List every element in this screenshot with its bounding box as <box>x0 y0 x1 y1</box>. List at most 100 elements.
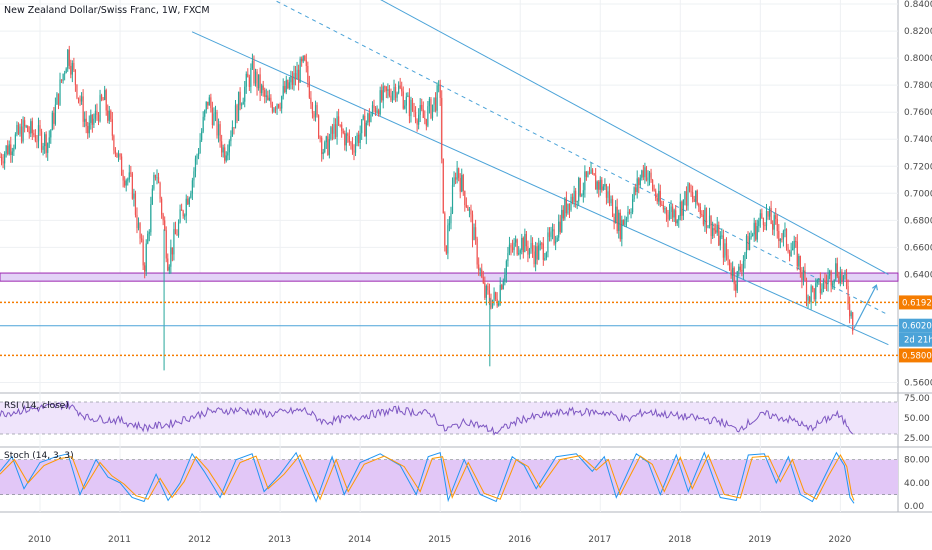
candle-body <box>251 60 254 69</box>
time-axis[interactable]: 2010 2011 2012 2013 2014 2015 2016 2017 2018 2019… <box>28 535 852 545</box>
candle-body <box>116 152 118 158</box>
channel-upper-line[interactable] <box>160 0 889 275</box>
candle-body <box>265 95 267 97</box>
candle-body <box>425 118 427 126</box>
candle-body <box>824 280 826 283</box>
candle-body <box>201 131 203 141</box>
candle-body <box>296 69 298 80</box>
candle-body <box>690 191 692 193</box>
candle-body <box>282 86 284 97</box>
candle-body <box>744 252 746 262</box>
candle-body <box>324 142 326 153</box>
candle-body <box>793 241 795 249</box>
candle-body <box>518 253 520 255</box>
candle-body <box>379 90 381 115</box>
candle-body <box>684 191 686 200</box>
candle-body <box>799 256 801 273</box>
candle-body <box>20 126 23 142</box>
candle-body <box>801 272 803 281</box>
stoch-pane[interactable] <box>0 451 898 504</box>
candle-body <box>333 124 335 134</box>
candle-body <box>413 110 415 113</box>
projection-arrow-head <box>872 284 878 291</box>
candle-body <box>716 224 718 233</box>
candle-body <box>482 277 484 283</box>
candle-body <box>325 136 327 143</box>
candle-body <box>722 235 724 258</box>
candle-body <box>651 179 654 190</box>
candle-body <box>633 187 635 200</box>
candle-body <box>358 134 360 144</box>
candle-body <box>570 196 572 211</box>
candle-body <box>735 284 737 291</box>
rsi-line <box>0 400 854 436</box>
candle-body <box>159 182 161 199</box>
candle-body <box>338 116 340 125</box>
candle-body <box>829 271 831 276</box>
candle-body <box>34 135 37 142</box>
candle-body <box>615 206 617 223</box>
candle-body <box>545 252 547 259</box>
candle-body <box>833 279 835 284</box>
projection-arrow[interactable] <box>853 284 877 329</box>
stoch-d-line <box>0 453 855 501</box>
candle-body <box>504 275 506 282</box>
candle-body <box>214 112 217 114</box>
candle-body <box>381 90 383 101</box>
candle-body <box>559 221 561 232</box>
price-axis[interactable]: 0.84000 0.82000 0.80000 0.78000 0.76000 0.740… <box>899 0 932 512</box>
price-pane[interactable] <box>0 0 899 371</box>
candle-body <box>813 288 815 300</box>
candle-body <box>822 280 825 289</box>
candle-body <box>134 193 137 215</box>
candle-body <box>294 73 297 80</box>
price-tick-label: 0.56000 <box>904 379 932 389</box>
candle-body <box>595 175 597 190</box>
candle-body <box>365 122 367 137</box>
rsi-pane[interactable] <box>0 400 898 436</box>
candle-body <box>37 125 40 142</box>
candle-body <box>62 73 64 81</box>
candle-body <box>656 198 658 202</box>
candle-body <box>688 183 691 192</box>
candle-body <box>93 118 95 125</box>
candle-body <box>567 203 569 214</box>
support-zone[interactable] <box>0 272 899 282</box>
candle-body <box>852 312 854 331</box>
candle-body <box>170 247 172 267</box>
candle-body <box>448 223 451 226</box>
candle-body <box>68 49 70 66</box>
candle-body <box>519 250 521 254</box>
candle-body <box>778 231 780 242</box>
candle-body <box>725 243 728 256</box>
candle-body <box>285 80 287 93</box>
candle-body <box>576 201 578 203</box>
candle-body <box>248 77 250 87</box>
candle-body <box>473 227 475 241</box>
candle-body <box>394 87 397 98</box>
candle-body <box>104 90 106 100</box>
candle-body <box>233 127 235 129</box>
candle-body <box>239 91 241 106</box>
candle-body <box>336 116 338 137</box>
price-tick-label: 0.80000 <box>904 54 932 64</box>
candle-body <box>65 68 67 74</box>
candle-body <box>345 133 347 146</box>
candle-body <box>450 213 452 224</box>
candle-body <box>578 178 580 202</box>
candle-body <box>502 281 504 290</box>
candle-body <box>273 108 275 112</box>
candle-body <box>287 80 289 89</box>
candle-body <box>304 55 306 61</box>
candle-body <box>371 105 374 115</box>
candle-body <box>819 278 821 294</box>
channel-middle-line[interactable] <box>184 0 889 316</box>
candle-body <box>130 172 132 174</box>
candle-body <box>274 108 277 110</box>
candle-body <box>391 92 394 101</box>
candle-body <box>60 79 63 81</box>
candle-body <box>765 211 768 226</box>
candle-body <box>213 113 215 125</box>
